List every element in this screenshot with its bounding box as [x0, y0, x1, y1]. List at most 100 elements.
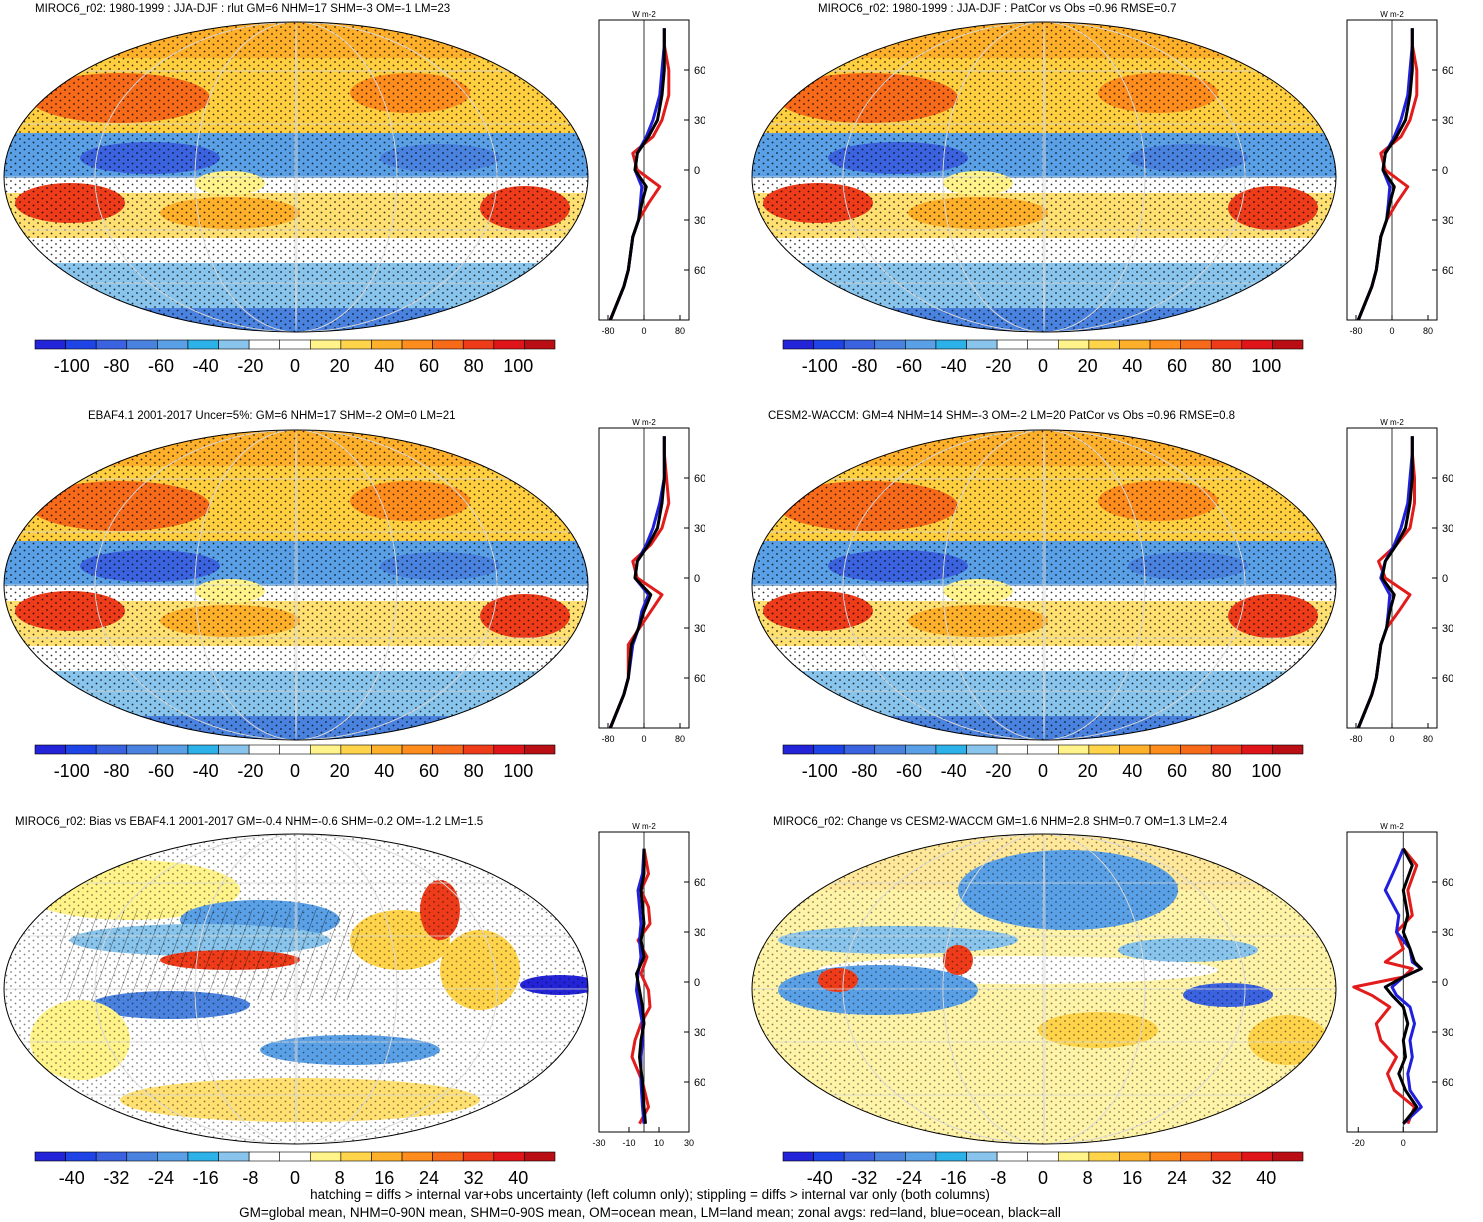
colorbar-swatch	[782, 339, 814, 350]
colorbar-swatch	[1119, 1151, 1151, 1162]
lat-tick-label: 0	[1442, 165, 1448, 177]
colorbar-swatch	[95, 339, 128, 350]
colorbar-swatch	[1149, 339, 1181, 350]
colorbar-label: 0	[1038, 1168, 1048, 1188]
colorbar-label: -16	[193, 1168, 219, 1188]
colorbar-swatch	[340, 744, 372, 755]
colorbar-swatch	[126, 339, 158, 350]
hatching	[60, 910, 360, 1000]
colorbar-label: -60	[148, 761, 174, 781]
colorbar-label: 100	[503, 761, 533, 781]
colorbar-2: -100 -80 -60 -40 -20 0 20 40 60 80 100	[782, 339, 1304, 376]
map-outline	[3, 21, 589, 333]
series-all	[635, 848, 647, 1124]
lat-tick-label: 30S	[694, 623, 705, 635]
graticule-lon	[294, 834, 298, 1144]
colorbar-swatch	[524, 339, 556, 350]
colorbar-swatch	[65, 1151, 97, 1162]
series-all	[608, 28, 666, 321]
colorbar-swatch	[248, 744, 281, 755]
colorbar-swatch	[34, 339, 66, 350]
colorbar-label: 40	[508, 1168, 528, 1188]
colorbar-label: -40	[193, 761, 219, 781]
colorbar-swatch	[218, 1151, 250, 1162]
colorbar-swatch	[996, 744, 1029, 755]
map-outline	[751, 21, 1337, 333]
colorbar-label: 40	[1256, 1168, 1276, 1188]
x-tick-label: 80	[675, 326, 685, 336]
colorbar-swatch	[782, 1151, 814, 1162]
colorbar-swatch	[874, 1151, 906, 1162]
colorbar-label: -40	[193, 356, 219, 376]
colorbar-label: -100	[54, 356, 90, 376]
colorbar-label: 60	[1167, 761, 1187, 781]
colorbar-label: -60	[148, 356, 174, 376]
series-land	[1352, 847, 1419, 1125]
map-outline	[751, 833, 1337, 1145]
colorbar-label: -32	[851, 1168, 877, 1188]
lat-tick-label: 60S	[1442, 1077, 1453, 1089]
colorbar-swatch	[309, 744, 342, 755]
colorbar-swatch	[95, 744, 128, 755]
colorbar-swatch	[493, 339, 525, 350]
zonal-unit: W m-2	[1380, 822, 1404, 831]
footer-line-1: hatching = diffs > internal var+obs unce…	[310, 1187, 990, 1202]
colorbar-swatch	[432, 339, 464, 350]
x-tick-label: 10	[654, 1138, 664, 1148]
zonal-plot-6: W m-2 60N 30N 0 30S 60S -20 0	[1346, 822, 1453, 1148]
panel-title-4: CESM2-WACCM: GM=4 NHM=14 SHM=-3 OM=-2 LM…	[768, 410, 1236, 422]
colorbar-swatch	[1057, 744, 1090, 755]
colorbar-swatch	[996, 339, 1029, 350]
colorbar-label: 80	[464, 356, 484, 376]
colorbar-label: 8	[1083, 1168, 1093, 1188]
colorbar-swatch	[1210, 339, 1243, 350]
colorbar-6: -40 -32 -24 -16 -8 0 8 16 24 32 40	[782, 1151, 1304, 1188]
graticule-lon	[942, 22, 1146, 332]
lat-tick-label: 30N	[694, 927, 705, 939]
lat-tick-label: 0	[694, 165, 700, 177]
colorbar-label: -40	[807, 1168, 833, 1188]
series-all	[608, 436, 666, 729]
colorbar-swatch	[905, 744, 937, 755]
colorbar-label: 40	[374, 761, 394, 781]
lat-tick-label: 60N	[694, 473, 705, 485]
colorbar-swatch	[905, 1151, 937, 1162]
lat-tick-label: 60S	[694, 1077, 705, 1089]
map-panel-6	[751, 833, 1337, 1145]
series-land	[630, 848, 652, 1125]
colorbar-swatch	[65, 339, 97, 350]
colorbar-label: -80	[851, 356, 877, 376]
lat-tick-label: 60S	[694, 265, 705, 277]
colorbar-label: 60	[419, 356, 439, 376]
colorbar-swatch	[996, 1151, 1029, 1162]
x-tick-label: 0	[1401, 1138, 1406, 1148]
colorbar-swatch	[966, 1151, 998, 1162]
colorbar-swatch	[1180, 339, 1212, 350]
x-tick-label: 0	[641, 734, 646, 744]
colorbar-swatch	[157, 1151, 189, 1162]
colorbar-swatch	[279, 744, 311, 755]
colorbar-swatch	[1088, 744, 1120, 755]
map-outline	[3, 833, 589, 1145]
zonal-unit: W m-2	[1380, 418, 1404, 427]
colorbar-label: 0	[290, 1168, 300, 1188]
colorbar-label: -40	[941, 761, 967, 781]
colorbar-swatch	[248, 1151, 281, 1162]
colorbar-swatch	[187, 744, 219, 755]
lat-tick-label: 60S	[694, 673, 705, 685]
colorbar-swatch	[782, 744, 814, 755]
colorbar-swatch	[813, 1151, 845, 1162]
colorbar-label: 0	[1038, 356, 1048, 376]
colorbar-swatch	[1149, 1151, 1181, 1162]
colorbar-label: -20	[237, 356, 263, 376]
graticule-lon	[194, 22, 398, 332]
colorbar-swatch	[1241, 339, 1273, 350]
colorbar-label: 100	[503, 356, 533, 376]
colorbar-label: 24	[419, 1168, 439, 1188]
colorbar-label: 0	[290, 761, 300, 781]
x-tick-label: 30	[684, 1138, 694, 1148]
colorbar-swatch	[95, 1151, 128, 1162]
map-outline	[751, 429, 1337, 741]
colorbar-label: -80	[851, 761, 877, 781]
colorbar-swatch	[309, 1151, 342, 1162]
